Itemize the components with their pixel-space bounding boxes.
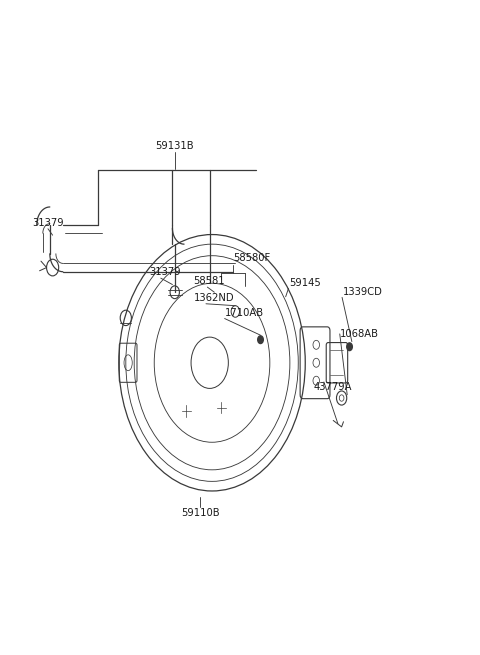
Text: 59110B: 59110B <box>181 508 220 518</box>
Circle shape <box>258 336 264 343</box>
Circle shape <box>347 343 352 350</box>
Text: 1339CD: 1339CD <box>343 287 383 297</box>
Text: 1362ND: 1362ND <box>193 293 234 303</box>
Text: 59145: 59145 <box>289 278 321 288</box>
Text: 43779A: 43779A <box>313 382 352 392</box>
Text: 1068AB: 1068AB <box>340 329 379 339</box>
Text: 31379: 31379 <box>33 218 64 228</box>
Text: 58581: 58581 <box>193 276 225 286</box>
Text: 58580F: 58580F <box>233 253 270 263</box>
Text: 31379: 31379 <box>149 267 181 278</box>
Text: 59131B: 59131B <box>156 141 194 151</box>
Text: 1710AB: 1710AB <box>225 308 264 318</box>
